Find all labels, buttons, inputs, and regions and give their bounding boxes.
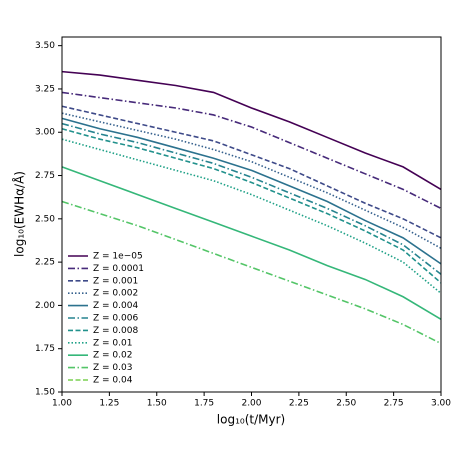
- x-tick-label: 2.00: [241, 399, 261, 409]
- legend-label: Z = 0.006: [93, 314, 138, 324]
- legend-label: Z = 0.004: [93, 301, 138, 311]
- y-axis-label: log₁₀(EWHα/Å): [12, 171, 27, 257]
- x-axis-label: log₁₀(t/Myr): [217, 413, 285, 427]
- y-tick-label: 3.25: [35, 84, 55, 94]
- legend-label: Z = 0.002: [93, 289, 138, 299]
- series-line: [61, 105, 442, 239]
- legend-label: Z = 0.0001: [93, 264, 144, 274]
- series-line: [61, 70, 442, 191]
- legend-label: Z = 0.008: [93, 326, 138, 336]
- x-tick-label: 1.50: [147, 399, 167, 409]
- legend-label: Z = 0.04: [93, 376, 133, 386]
- series-line: [61, 117, 442, 265]
- x-tick-label: 1.75: [194, 399, 214, 409]
- x-tick-label: 2.25: [289, 399, 309, 409]
- series-line: [61, 112, 442, 249]
- y-tick-label: 2.75: [35, 171, 55, 181]
- x-tick-label: 1.25: [99, 399, 119, 409]
- legend-label: Z = 0.001: [93, 276, 138, 286]
- legend-label: Z = 0.03: [93, 363, 132, 373]
- plot-frame: [61, 36, 442, 393]
- series-line: [61, 91, 442, 210]
- legend-label: Z = 0.02: [93, 351, 132, 361]
- x-tick-label: 2.75: [384, 399, 404, 409]
- y-tick-label: 3.50: [35, 41, 55, 51]
- y-tick-label: 1.75: [35, 344, 55, 354]
- y-tick-label: 2.50: [35, 214, 55, 224]
- legend-label: Z = 0.01: [93, 338, 132, 348]
- y-tick-label: 1.50: [35, 388, 55, 398]
- y-tick-label: 3.00: [35, 128, 55, 138]
- series-line: [61, 122, 442, 275]
- y-tick-label: 2.00: [35, 301, 55, 311]
- series-line: [61, 166, 442, 320]
- y-tick-label: 2.25: [35, 258, 55, 268]
- legend-label: Z = 1e−05: [93, 252, 143, 262]
- series-line: [61, 128, 442, 284]
- x-tick-label: 2.50: [336, 399, 356, 409]
- x-tick-label: 3.00: [431, 399, 451, 409]
- x-tick-label: 1.00: [52, 399, 72, 409]
